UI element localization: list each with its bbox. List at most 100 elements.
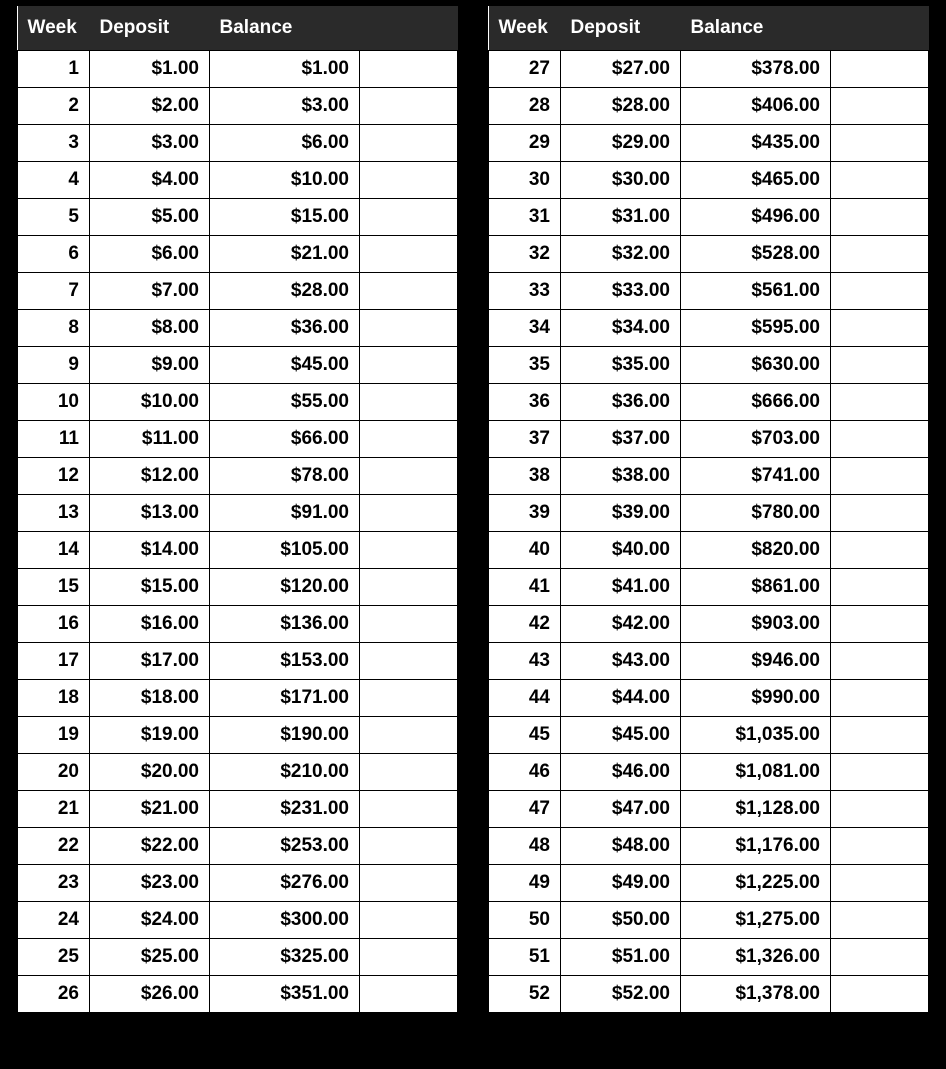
cell-deposit: $47.00: [561, 791, 681, 828]
cell-week: 2: [18, 88, 90, 125]
cell-blank: [360, 643, 458, 680]
cell-deposit: $37.00: [561, 421, 681, 458]
cell-blank: [831, 791, 929, 828]
cell-balance: $496.00: [681, 199, 831, 236]
table-row: 20$20.00$210.00: [18, 754, 458, 791]
cell-week: 16: [18, 606, 90, 643]
cell-blank: [831, 865, 929, 902]
table-row: 41$41.00$861.00: [489, 569, 929, 606]
cell-balance: $153.00: [210, 643, 360, 680]
cell-deposit: $35.00: [561, 347, 681, 384]
cell-balance: $820.00: [681, 532, 831, 569]
cell-deposit: $5.00: [90, 199, 210, 236]
cell-deposit: $16.00: [90, 606, 210, 643]
cell-balance: $6.00: [210, 125, 360, 162]
savings-table-left: Week Deposit Balance 1$1.00$1.002$2.00$3…: [17, 6, 458, 1013]
cell-blank: [360, 754, 458, 791]
table-row: 22$22.00$253.00: [18, 828, 458, 865]
cell-deposit: $18.00: [90, 680, 210, 717]
cell-week: 39: [489, 495, 561, 532]
table-row: 13$13.00$91.00: [18, 495, 458, 532]
cell-balance: $105.00: [210, 532, 360, 569]
table-row: 14$14.00$105.00: [18, 532, 458, 569]
cell-deposit: $1.00: [90, 51, 210, 88]
cell-week: 25: [18, 939, 90, 976]
cell-blank: [360, 125, 458, 162]
table-row: 40$40.00$820.00: [489, 532, 929, 569]
cell-deposit: $3.00: [90, 125, 210, 162]
table-row: 11$11.00$66.00: [18, 421, 458, 458]
cell-blank: [360, 939, 458, 976]
cell-balance: $703.00: [681, 421, 831, 458]
cell-deposit: $49.00: [561, 865, 681, 902]
cell-balance: $1,275.00: [681, 902, 831, 939]
cell-balance: $528.00: [681, 236, 831, 273]
cell-balance: $630.00: [681, 347, 831, 384]
cell-deposit: $9.00: [90, 347, 210, 384]
cell-deposit: $43.00: [561, 643, 681, 680]
cell-deposit: $27.00: [561, 51, 681, 88]
tables-container: Week Deposit Balance 1$1.00$1.002$2.00$3…: [0, 0, 946, 1019]
cell-week: 1: [18, 51, 90, 88]
cell-blank: [831, 458, 929, 495]
cell-week: 32: [489, 236, 561, 273]
cell-blank: [831, 643, 929, 680]
cell-week: 36: [489, 384, 561, 421]
cell-blank: [360, 717, 458, 754]
table-row: 37$37.00$703.00: [489, 421, 929, 458]
cell-week: 48: [489, 828, 561, 865]
cell-blank: [360, 88, 458, 125]
cell-deposit: $30.00: [561, 162, 681, 199]
table-row: 52$52.00$1,378.00: [489, 976, 929, 1013]
cell-blank: [360, 606, 458, 643]
cell-blank: [831, 51, 929, 88]
cell-week: 33: [489, 273, 561, 310]
table-row: 46$46.00$1,081.00: [489, 754, 929, 791]
cell-balance: $15.00: [210, 199, 360, 236]
cell-balance: $903.00: [681, 606, 831, 643]
cell-blank: [360, 865, 458, 902]
cell-balance: $276.00: [210, 865, 360, 902]
cell-deposit: $32.00: [561, 236, 681, 273]
cell-deposit: $10.00: [90, 384, 210, 421]
cell-blank: [831, 532, 929, 569]
cell-week: 31: [489, 199, 561, 236]
table-row: 16$16.00$136.00: [18, 606, 458, 643]
cell-week: 11: [18, 421, 90, 458]
table-row: 47$47.00$1,128.00: [489, 791, 929, 828]
cell-week: 29: [489, 125, 561, 162]
cell-week: 3: [18, 125, 90, 162]
cell-deposit: $50.00: [561, 902, 681, 939]
cell-balance: $666.00: [681, 384, 831, 421]
cell-blank: [360, 680, 458, 717]
cell-balance: $253.00: [210, 828, 360, 865]
cell-balance: $741.00: [681, 458, 831, 495]
table-row: 28$28.00$406.00: [489, 88, 929, 125]
cell-balance: $1,176.00: [681, 828, 831, 865]
table-row: 50$50.00$1,275.00: [489, 902, 929, 939]
cell-deposit: $25.00: [90, 939, 210, 976]
table-row: 6$6.00$21.00: [18, 236, 458, 273]
cell-balance: $136.00: [210, 606, 360, 643]
cell-deposit: $17.00: [90, 643, 210, 680]
col-header-blank: [831, 6, 929, 51]
cell-balance: $210.00: [210, 754, 360, 791]
cell-week: 49: [489, 865, 561, 902]
cell-balance: $171.00: [210, 680, 360, 717]
cell-week: 21: [18, 791, 90, 828]
cell-week: 50: [489, 902, 561, 939]
cell-balance: $28.00: [210, 273, 360, 310]
cell-blank: [831, 828, 929, 865]
cell-blank: [360, 902, 458, 939]
table-row: 9$9.00$45.00: [18, 347, 458, 384]
table-row: 27$27.00$378.00: [489, 51, 929, 88]
cell-blank: [831, 273, 929, 310]
cell-week: 14: [18, 532, 90, 569]
cell-balance: $435.00: [681, 125, 831, 162]
cell-balance: $66.00: [210, 421, 360, 458]
table-header-row: Week Deposit Balance: [489, 6, 929, 51]
cell-blank: [360, 347, 458, 384]
table-row: 29$29.00$435.00: [489, 125, 929, 162]
cell-blank: [831, 495, 929, 532]
table-row: 23$23.00$276.00: [18, 865, 458, 902]
